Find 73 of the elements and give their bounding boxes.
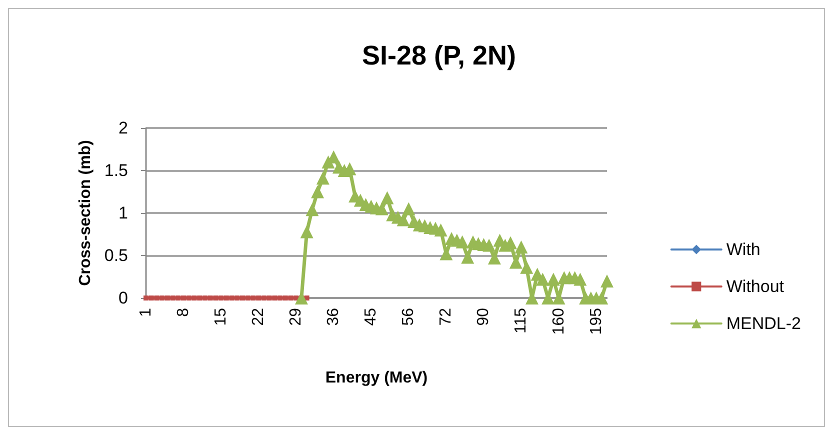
point	[300, 225, 314, 238]
x-tick-label: 8	[175, 308, 192, 317]
point	[208, 296, 213, 300]
point	[250, 296, 256, 300]
x-tick-label: 115	[512, 308, 530, 334]
legend-label: Without	[726, 277, 784, 296]
x-tick-label: 90	[475, 308, 492, 326]
point	[154, 296, 160, 300]
x-tick-label: 1	[138, 308, 154, 317]
point	[482, 238, 496, 252]
point	[202, 296, 208, 300]
point	[288, 296, 294, 300]
point	[456, 235, 469, 248]
point	[160, 296, 165, 300]
y-tick-label: 0.5	[104, 246, 128, 265]
y-axis-title: Cross-section (mb)	[76, 140, 94, 286]
point	[256, 296, 262, 300]
point	[600, 274, 614, 288]
point	[546, 272, 560, 286]
point	[144, 296, 148, 300]
point	[213, 296, 218, 300]
point	[306, 203, 319, 216]
point	[197, 296, 202, 300]
legend-label: MENDL-2	[726, 314, 801, 333]
point	[272, 296, 278, 300]
point	[176, 296, 181, 300]
point	[266, 296, 272, 300]
point	[514, 240, 528, 254]
x-tick-label: 45	[362, 308, 380, 326]
x-axis-title: Energy (MeV)	[325, 370, 428, 386]
point	[164, 296, 170, 300]
point	[294, 296, 299, 300]
x-tick-label: 15	[212, 308, 230, 326]
point	[574, 272, 587, 286]
x-tick-label: 72	[438, 308, 455, 326]
x-tick-label: 160	[550, 308, 568, 335]
point	[181, 296, 186, 300]
point	[148, 296, 154, 300]
point	[186, 296, 192, 300]
point	[245, 296, 250, 300]
x-tick-label: 29	[288, 308, 305, 326]
point	[170, 296, 176, 300]
y-tick-label: 1	[118, 204, 128, 222]
point	[261, 296, 266, 300]
point	[229, 296, 234, 300]
point	[192, 296, 197, 300]
point	[396, 213, 410, 226]
point	[488, 252, 501, 265]
x-tick-label: 22	[250, 308, 268, 326]
point	[311, 185, 324, 198]
y-tick-label: 2	[118, 118, 128, 138]
x-tick-label: 56	[400, 308, 418, 326]
point	[375, 202, 388, 216]
point	[461, 250, 474, 264]
point	[316, 172, 330, 185]
x-tick-label: 195	[588, 308, 605, 335]
point	[240, 296, 245, 300]
point	[520, 260, 534, 274]
point	[536, 272, 550, 286]
point	[380, 191, 394, 204]
point	[304, 296, 310, 300]
y-tick-label: 0	[118, 288, 128, 308]
x-tick-label: 36	[325, 308, 342, 326]
point	[278, 296, 283, 300]
point	[224, 296, 229, 300]
point	[434, 224, 448, 236]
legend-label: With	[726, 240, 760, 259]
point	[402, 202, 416, 216]
chart-title: SI-28 (P, 2N)	[362, 40, 516, 70]
point	[234, 296, 240, 300]
point	[218, 296, 224, 300]
point	[282, 296, 288, 300]
y-tick-label: 1.5	[104, 161, 128, 180]
